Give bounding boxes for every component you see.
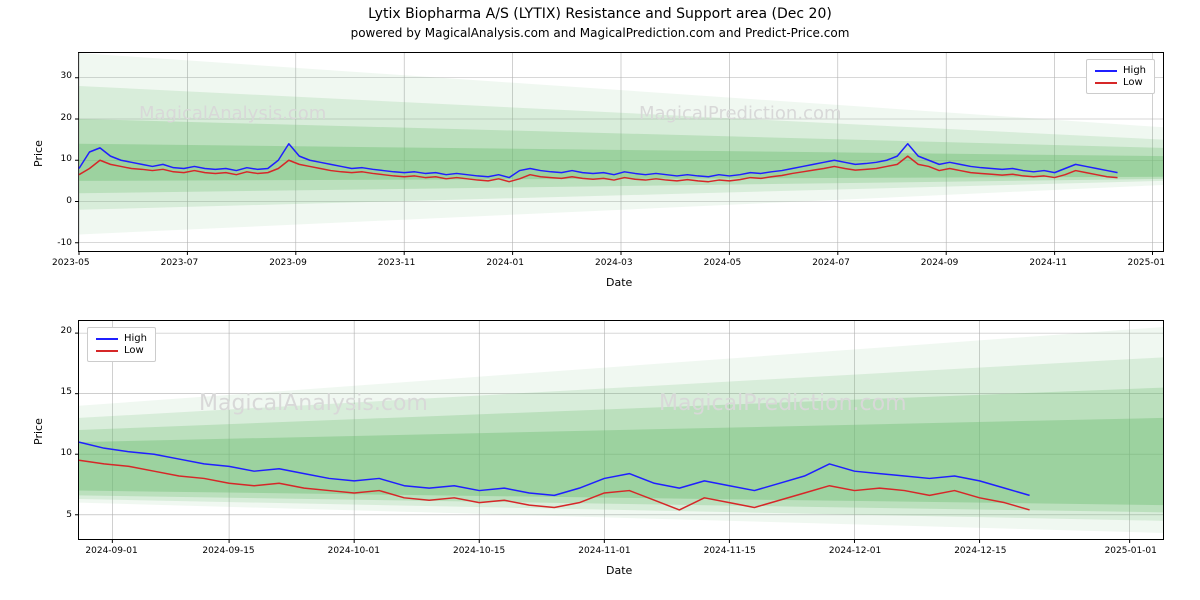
legend-entry: High [1095, 65, 1146, 76]
x-tick-label: 2023-11 [378, 258, 416, 268]
y-tick-label: 0 [66, 196, 72, 206]
x-tick-label: 2024-05 [704, 258, 742, 268]
x-tick-label: 2024-12-15 [954, 546, 1006, 556]
x-tick-label: 2024-12-01 [829, 546, 881, 556]
x-tick-label: 2023-05 [52, 258, 90, 268]
top-plot-svg [79, 53, 1163, 251]
x-tick-label: 2023-09 [269, 258, 307, 268]
bottom-plot-svg [79, 321, 1163, 539]
x-tick-label: 2024-07 [812, 258, 850, 268]
legend: HighLow [87, 327, 156, 362]
legend: HighLow [1086, 59, 1155, 94]
legend-swatch [96, 338, 118, 340]
x-tick-label: 2023-07 [161, 258, 199, 268]
x-tick-label: 2024-11 [1029, 258, 1067, 268]
x-tick-label: 2024-01 [486, 258, 524, 268]
x-tick-label: 2024-09-01 [85, 546, 137, 556]
y-tick-label: 10 [61, 448, 72, 458]
y-axis-label: Price [32, 418, 45, 445]
legend-label: High [1123, 65, 1146, 76]
x-tick-label: 2024-11-01 [578, 546, 630, 556]
x-axis-label: Date [606, 564, 632, 577]
legend-entry: Low [96, 345, 147, 356]
legend-label: High [124, 333, 147, 344]
y-tick-label: 20 [61, 113, 72, 123]
x-tick-label: 2024-10-01 [328, 546, 380, 556]
top-subplot: MagicalAnalysis.com MagicalPrediction.co… [78, 52, 1164, 252]
y-tick-label: 30 [61, 71, 72, 81]
y-axis-label: Price [32, 140, 45, 167]
x-tick-label: 2024-03 [595, 258, 633, 268]
x-tick-label: 2025-01 [1127, 258, 1165, 268]
main-title: Lytix Biopharma A/S (LYTIX) Resistance a… [0, 6, 1200, 22]
x-tick-label: 2024-09 [921, 258, 959, 268]
y-tick-label: 5 [66, 510, 72, 520]
y-tick-label: 20 [61, 326, 72, 336]
x-tick-label: 2024-11-15 [704, 546, 756, 556]
bottom-subplot: MagicalAnalysis.com MagicalPrediction.co… [78, 320, 1164, 540]
sub-title: powered by MagicalAnalysis.com and Magic… [0, 26, 1200, 40]
legend-swatch [1095, 70, 1117, 72]
x-tick-label: 2025-01-01 [1105, 546, 1157, 556]
y-tick-label: 10 [61, 154, 72, 164]
figure: Lytix Biopharma A/S (LYTIX) Resistance a… [0, 0, 1200, 600]
legend-label: Low [1123, 77, 1143, 88]
y-tick-label: 15 [61, 387, 72, 397]
legend-swatch [1095, 82, 1117, 84]
x-tick-label: 2024-10-15 [453, 546, 505, 556]
legend-label: Low [124, 345, 144, 356]
legend-entry: Low [1095, 77, 1146, 88]
x-tick-label: 2024-09-15 [202, 546, 254, 556]
legend-entry: High [96, 333, 147, 344]
y-tick-label: -10 [57, 238, 72, 248]
legend-swatch [96, 350, 118, 352]
x-axis-label: Date [606, 276, 632, 289]
